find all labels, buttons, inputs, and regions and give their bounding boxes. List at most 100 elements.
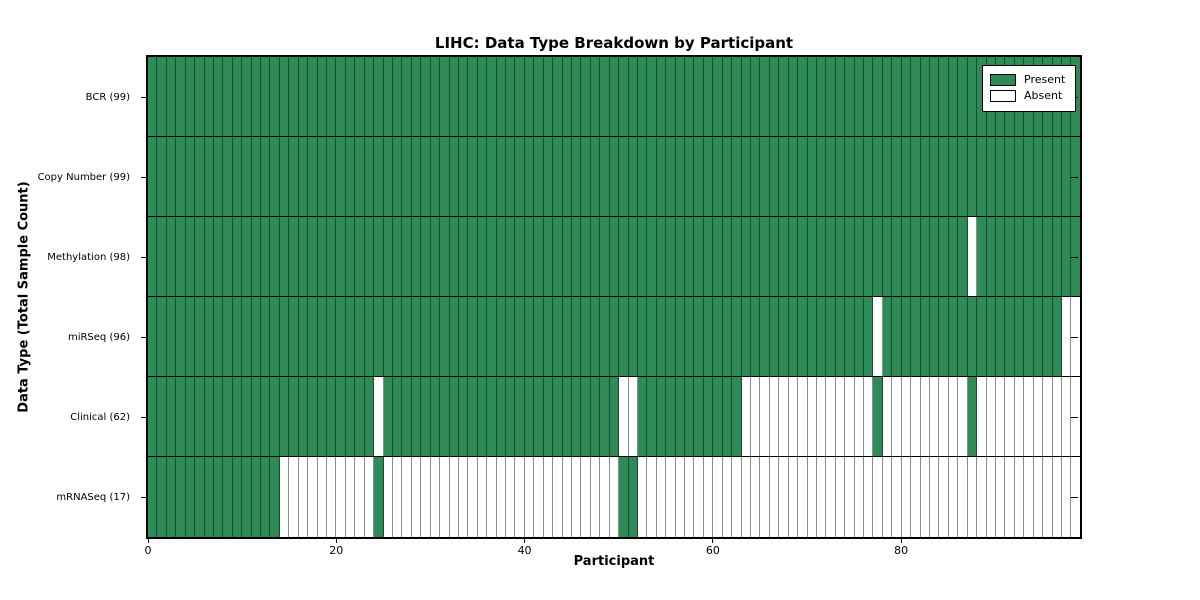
matrix-cell-present: [901, 217, 912, 296]
matrix-cell-present: [251, 457, 262, 537]
matrix-cell-present: [279, 137, 290, 216]
matrix-cell-present: [995, 137, 1006, 216]
legend-absent-label: Absent: [1024, 89, 1063, 102]
matrix-cell-present: [487, 57, 497, 136]
matrix-cell-present: [392, 377, 403, 456]
matrix-cell-present: [600, 297, 610, 376]
legend-entry-present: Present: [990, 73, 1068, 87]
matrix-cell-absent: [807, 377, 817, 456]
matrix-cell-absent: [600, 457, 610, 537]
matrix-cell-present: [807, 57, 817, 136]
y-tick-label: Clinical (62): [70, 411, 130, 423]
matrix-cell-present: [524, 297, 535, 376]
matrix-cell-present: [977, 137, 987, 216]
matrix-cell-present: [327, 137, 337, 216]
matrix-cell-present: [242, 457, 252, 537]
matrix-cell-present: [1052, 217, 1062, 296]
matrix-cell-absent: [1024, 377, 1034, 456]
matrix-cell-present: [487, 297, 497, 376]
matrix-cell-absent: [487, 457, 497, 537]
matrix-cell-present: [487, 217, 497, 296]
matrix-cell-present: [496, 57, 507, 136]
matrix-cell-present: [816, 57, 827, 136]
y-tick-mark: [141, 496, 146, 498]
matrix-cell-present: [176, 377, 186, 456]
matrix-cell-present: [741, 297, 751, 376]
matrix-cell-present: [741, 137, 751, 216]
matrix-cell-present: [637, 377, 648, 456]
matrix-cell-present: [506, 57, 516, 136]
matrix-cell-present: [619, 137, 629, 216]
matrix-cell-present: [1033, 297, 1044, 376]
matrix-cell-present: [873, 377, 883, 456]
matrix-cell-absent: [845, 457, 855, 537]
matrix-cell-present: [496, 137, 507, 216]
matrix-cell-present: [543, 217, 554, 296]
matrix-cell-present: [911, 57, 921, 136]
matrix-cell-present: [713, 137, 723, 216]
matrix-cell-absent: [430, 457, 441, 537]
matrix-cell-present: [458, 377, 469, 456]
matrix-cell-present: [553, 377, 563, 456]
matrix-cell-absent: [581, 457, 591, 537]
matrix-cell-present: [204, 297, 214, 376]
matrix-cell-present: [468, 297, 478, 376]
x-axis-label: Participant: [573, 554, 655, 569]
matrix-cell-present: [628, 217, 638, 296]
matrix-cell-absent: [854, 457, 865, 537]
matrix-cell-absent: [506, 457, 516, 537]
matrix-cell-present: [242, 57, 252, 136]
matrix-cell-absent: [543, 457, 554, 537]
matrix-cell-absent: [468, 457, 478, 537]
matrix-cell-present: [826, 137, 836, 216]
matrix-cell-present: [440, 217, 450, 296]
matrix-cell-present: [675, 217, 686, 296]
matrix-cell-present: [251, 57, 262, 136]
matrix-cell-absent: [977, 377, 987, 456]
matrix-cell-present: [901, 137, 912, 216]
matrix-cell-present: [977, 217, 987, 296]
matrix-cell-present: [157, 217, 167, 296]
matrix-cell-present: [166, 457, 177, 537]
matrix-cell-present: [788, 57, 799, 136]
matrix-cell-present: [496, 217, 507, 296]
matrix-cell-present: [939, 57, 949, 136]
matrix-cell-absent: [911, 377, 921, 456]
matrix-cell-absent: [901, 377, 912, 456]
matrix-cell-present: [176, 57, 186, 136]
matrix-cell-present: [251, 217, 262, 296]
matrix-cell-absent: [741, 457, 751, 537]
matrix-cell-present: [835, 217, 846, 296]
matrix-cell-present: [637, 217, 648, 296]
matrix-cell-absent: [1024, 457, 1034, 537]
matrix-cell-present: [967, 377, 978, 456]
matrix-cell-present: [581, 377, 591, 456]
matrix-cell-present: [204, 137, 214, 216]
matrix-cell-present: [722, 137, 733, 216]
matrix-cell-present: [713, 217, 723, 296]
matrix-cell-present: [185, 217, 196, 296]
matrix-cell-absent: [826, 377, 836, 456]
matrix-cell-present: [496, 377, 507, 456]
matrix-cell-present: [298, 137, 309, 216]
matrix-cell-present: [779, 297, 789, 376]
matrix-cell-present: [327, 217, 337, 296]
matrix-cell-absent: [760, 457, 770, 537]
matrix-cell-present: [609, 377, 620, 456]
matrix-cell-present: [694, 217, 704, 296]
y-axis-label: Data Type (Total Sample Count): [16, 181, 32, 413]
matrix-cell-absent: [835, 377, 846, 456]
matrix-cell-present: [157, 57, 167, 136]
matrix-cell-present: [788, 137, 799, 216]
matrix-cell-absent: [458, 457, 469, 537]
matrix-cell-present: [939, 137, 949, 216]
matrix-cell-present: [355, 137, 365, 216]
matrix-cell-present: [590, 57, 601, 136]
matrix-cell-present: [751, 57, 761, 136]
matrix-cell-present: [685, 137, 695, 216]
matrix-cell-present: [157, 297, 167, 376]
matrix-cell-present: [430, 217, 441, 296]
matrix-cell-absent: [722, 457, 733, 537]
matrix-cell-present: [298, 377, 309, 456]
matrix-cell-present: [364, 217, 375, 296]
